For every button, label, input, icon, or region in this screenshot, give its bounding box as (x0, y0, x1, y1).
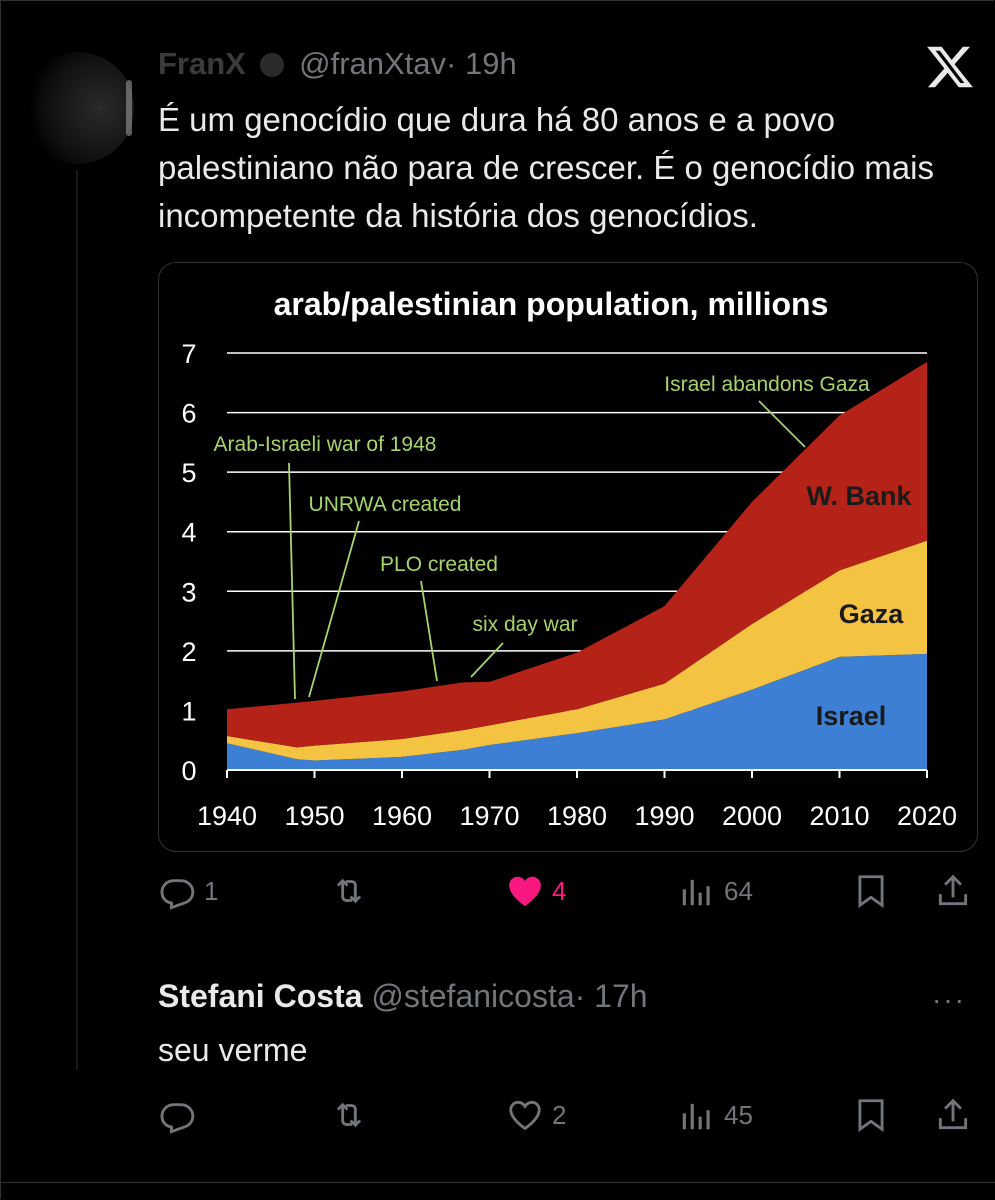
y-tick-label: 1 (181, 696, 196, 726)
series-label: W. Bank (806, 481, 912, 511)
y-tick-label: 6 (181, 399, 196, 429)
reply-icon (160, 879, 195, 910)
like-count: 4 (552, 875, 567, 906)
x-tick-label: 1970 (459, 801, 519, 831)
divider (0, 1182, 995, 1183)
x-tick-label: 2020 (897, 801, 957, 831)
like-button[interactable]: 4 (506, 872, 566, 910)
area-w-bank (227, 361, 927, 748)
reply-share-button[interactable] (934, 1096, 972, 1134)
thread-line (76, 170, 78, 1070)
reply-like-button[interactable]: 2 (506, 1096, 566, 1134)
x-tick-label: 1960 (372, 801, 432, 831)
chart-image[interactable]: arab/palestinian population, millions 0 1 2… (158, 262, 978, 852)
heart-icon (509, 876, 541, 907)
y-tick-label: 3 (181, 577, 196, 607)
y-tick-label: 5 (181, 458, 196, 488)
series-label: Gaza (839, 599, 905, 629)
bookmark-icon (858, 1099, 884, 1133)
view-count: 64 (724, 875, 753, 906)
x-tick-label: 1940 (197, 801, 257, 831)
avatar[interactable] (22, 52, 134, 164)
share-button[interactable] (934, 872, 972, 910)
share-icon (938, 1098, 968, 1130)
reply-count: 1 (204, 875, 219, 906)
reply-like-count: 2 (552, 1099, 567, 1130)
annotation-label: Arab-Israeli war of 1948 (214, 433, 437, 456)
heart-icon (509, 1100, 541, 1131)
reply-handle[interactable]: @stefanicosta (371, 978, 575, 1014)
reply-button[interactable]: 1 (158, 872, 218, 910)
y-tick-label: 2 (181, 637, 196, 667)
annotation-line (758, 400, 806, 448)
y-tick-label: 7 (181, 339, 196, 369)
x-tick-label: 2000 (722, 801, 782, 831)
annotation-line (420, 580, 438, 682)
handle[interactable]: @franXtav (299, 46, 447, 81)
reply-view-count: 45 (724, 1099, 753, 1130)
reply-views-button[interactable]: 45 (678, 1096, 753, 1134)
bookmark-icon (858, 875, 884, 909)
reply-text: seu verme (158, 1032, 308, 1068)
verified-icon (260, 53, 285, 77)
annotation-line (288, 462, 296, 700)
reply-timestamp[interactable]: · 17h (574, 978, 648, 1014)
annotation-label: PLO created (380, 553, 498, 576)
tweet-header: FranX @franXtav· 19h (158, 46, 517, 82)
series-label: Israel (816, 701, 887, 731)
bookmark-button[interactable] (852, 872, 890, 910)
reply-bookmark-button[interactable] (852, 1096, 890, 1134)
repost-icon (336, 1102, 362, 1128)
annotation-line (470, 642, 504, 678)
annotation-label: UNRWA created (309, 493, 462, 516)
tweet-text: É um genocídio que dura há 80 anos e a p… (158, 101, 934, 234)
x-tick-label: 1980 (547, 801, 607, 831)
y-tick-label: 4 (181, 518, 196, 548)
timestamp[interactable]: · 19h (446, 46, 517, 81)
chart-title: arab/palestinian population, millions (274, 286, 829, 322)
reply-icon (160, 1103, 195, 1134)
display-name[interactable]: FranX (158, 46, 246, 81)
views-button[interactable]: 64 (678, 872, 753, 910)
reply-header: Stefani Costa @stefanicosta· 17h (158, 978, 648, 1015)
annotation-label: six day war (472, 613, 577, 636)
area-israel (227, 653, 927, 770)
annotation-line (308, 520, 360, 698)
repost-icon (336, 878, 362, 904)
repost-button[interactable] (330, 872, 376, 910)
population-chart: arab/palestinian population, millions 0 1 2… (181, 286, 957, 831)
x-tick-label: 2010 (809, 801, 869, 831)
reply-reply-button[interactable] (158, 1096, 204, 1134)
more-icon[interactable]: ··· (932, 984, 966, 1015)
annotation-label: Israel abandons Gaza (664, 373, 870, 396)
x-logo-icon[interactable] (925, 42, 975, 92)
views-icon (682, 879, 710, 906)
share-icon (938, 874, 968, 906)
reply-actions: 2 45 (158, 1096, 976, 1146)
reply-repost-button[interactable] (330, 1096, 376, 1134)
reply-display-name[interactable]: Stefani Costa (158, 978, 363, 1014)
x-tick-label: 1990 (634, 801, 694, 831)
tweet-actions: 1 4 64 (158, 872, 976, 922)
x-tick-label: 1950 (284, 801, 344, 831)
views-icon (682, 1103, 710, 1130)
area-gaza (227, 540, 927, 761)
y-tick-label: 0 (181, 756, 196, 786)
